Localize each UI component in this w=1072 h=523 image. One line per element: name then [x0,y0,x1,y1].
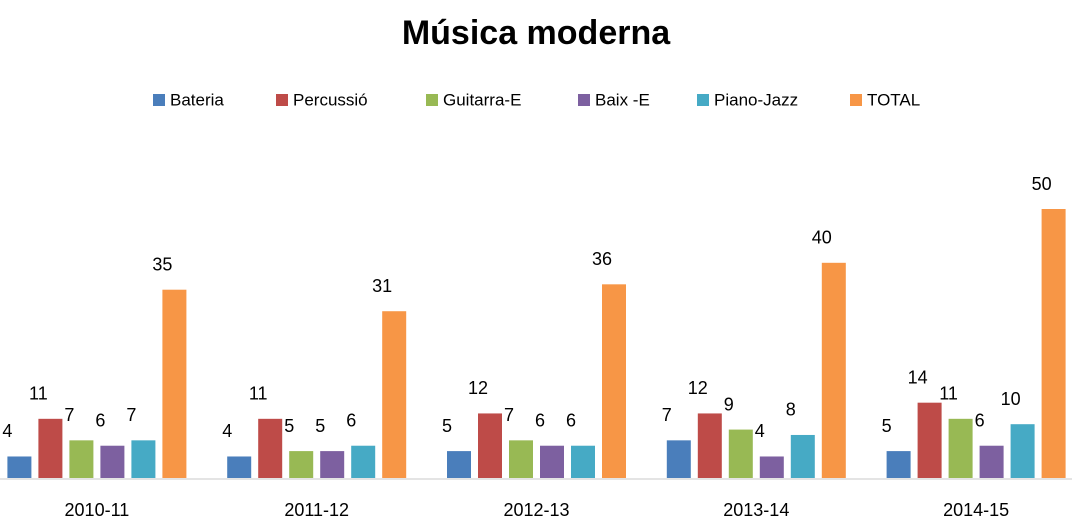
bar [289,451,314,478]
value-label: 35 [152,254,172,274]
value-label: 11 [29,384,48,404]
bar [571,445,595,478]
bar [100,445,125,478]
value-label: 7 [64,405,74,425]
bar [948,418,973,478]
value-label: 8 [786,400,796,420]
bar [1010,424,1035,478]
bar [509,440,533,478]
bar [728,429,753,478]
value-label: 5 [315,416,325,436]
value-label: 12 [688,378,708,398]
value-label: 5 [442,416,452,436]
legend-label: Percussió [293,90,368,109]
value-label: 5 [882,416,892,436]
bar [382,311,407,478]
value-label: 31 [372,276,392,296]
value-label: 7 [126,405,136,425]
legend-label: Guitarra-E [443,90,521,109]
bar [7,456,32,478]
x-tick-label: 2014-15 [943,500,1009,520]
value-label: 7 [504,405,514,425]
value-label: 11 [249,384,268,404]
legend-swatch [578,94,590,106]
bar [602,284,626,478]
bar [886,451,911,478]
bar [540,445,564,478]
x-tick-label: 2013-14 [723,500,789,520]
bar [351,445,376,478]
value-label: 4 [222,421,232,441]
legend-label: TOTAL [867,90,920,109]
bar [917,402,942,478]
bar [162,289,187,478]
bar [666,440,691,478]
value-label: 11 [939,384,958,404]
value-label: 36 [592,249,612,269]
bar [478,413,502,478]
bar [759,456,784,478]
legend-swatch [153,94,165,106]
bar [38,418,63,478]
bar [1041,209,1066,478]
value-label: 6 [535,410,545,430]
value-label: 14 [908,367,928,387]
x-tick-label: 2011-12 [284,500,349,520]
bar [320,451,345,478]
value-label: 4 [755,421,765,441]
value-label: 12 [468,378,488,398]
legend-label: Baix -E [595,90,650,109]
value-label: 50 [1032,174,1052,194]
value-label: 6 [566,410,576,430]
value-label: 6 [975,410,985,430]
bar [821,262,846,478]
value-label: 6 [346,410,356,430]
legend-label: Bateria [170,90,224,109]
bar [69,440,94,478]
value-label: 7 [662,405,672,425]
chart-title: Música moderna [402,14,671,52]
bar [447,451,471,478]
value-label: 6 [95,410,105,430]
bar [790,434,815,478]
bar [979,445,1004,478]
legend-swatch [426,94,438,106]
x-tick-label: 2012-13 [503,500,569,520]
legend-swatch [850,94,862,106]
legend-swatch [276,94,288,106]
x-tick-label: 2010-11 [65,500,130,520]
value-label: 5 [284,416,294,436]
value-label: 40 [812,228,832,248]
bar [697,413,722,478]
legend-label: Piano-Jazz [714,90,798,109]
value-label: 10 [1001,389,1021,409]
value-label: 4 [2,421,12,441]
bar [131,440,156,478]
value-label: 9 [724,394,734,414]
bar [258,418,283,478]
bar [227,456,252,478]
legend-swatch [697,94,709,106]
